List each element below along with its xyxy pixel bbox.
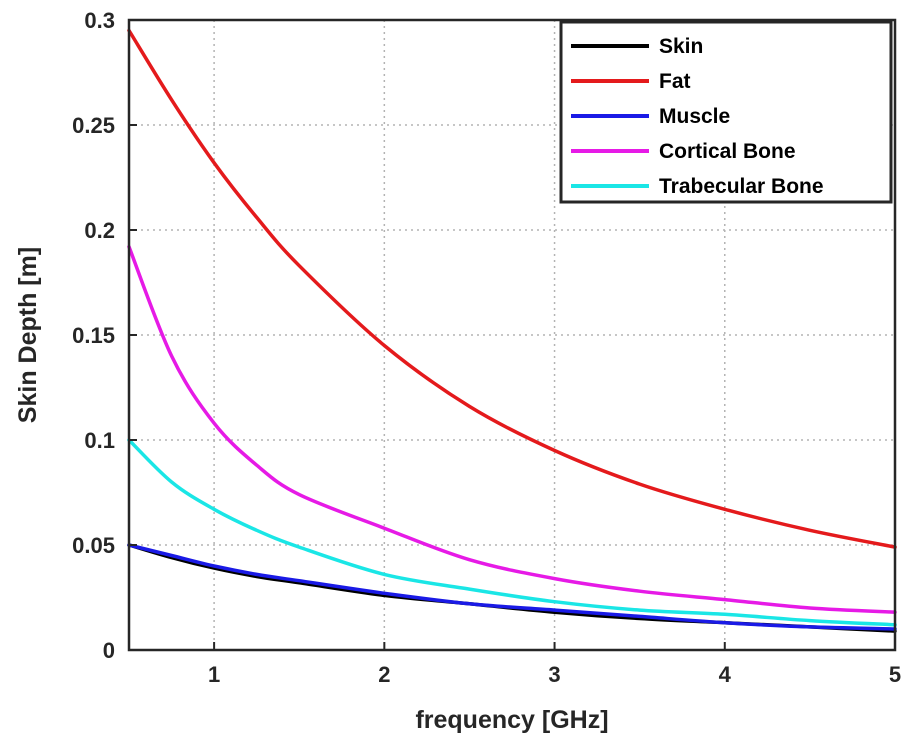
legend-label: Trabecular Bone xyxy=(659,175,824,198)
y-tick-label: 0.2 xyxy=(84,218,115,243)
series-line-cortical-bone xyxy=(127,245,897,614)
x-tick-label: 2 xyxy=(378,662,390,687)
x-tick-label: 1 xyxy=(208,662,220,687)
series-line-trabecular-bone xyxy=(127,438,897,627)
y-tick-label: 0.25 xyxy=(72,113,115,138)
grid-lines xyxy=(129,20,895,650)
y-tick-label: 0.1 xyxy=(84,428,115,453)
legend-label: Cortical Bone xyxy=(659,140,796,163)
legend-box xyxy=(559,20,893,204)
legend-label: Skin xyxy=(659,35,703,58)
x-tick-label: 4 xyxy=(719,662,732,687)
legend-label: Fat xyxy=(659,70,691,93)
series-line-muscle xyxy=(127,543,897,631)
x-axis-label: frequency [GHz] xyxy=(415,706,608,734)
y-axis-label: Skin Depth [m] xyxy=(14,247,42,423)
legend: Skin Fat Muscle Cortical Bone Trabecular Bon… xyxy=(559,20,893,204)
axis-ticks: 1 2 3 4 5 0 0.05 0.1 0.15 0.2 0.25 0.3 xyxy=(72,8,901,687)
series-lines xyxy=(127,28,897,633)
y-tick-label: 0.15 xyxy=(72,323,115,348)
y-tick-label: 0.05 xyxy=(72,533,115,558)
series-line-fat xyxy=(127,28,897,549)
x-tick-label: 5 xyxy=(889,662,901,687)
y-tick-label: 0 xyxy=(103,638,115,663)
legend-label: Muscle xyxy=(659,105,730,128)
y-tick-label: 0.3 xyxy=(84,8,115,33)
x-tick-label: 3 xyxy=(548,662,560,687)
